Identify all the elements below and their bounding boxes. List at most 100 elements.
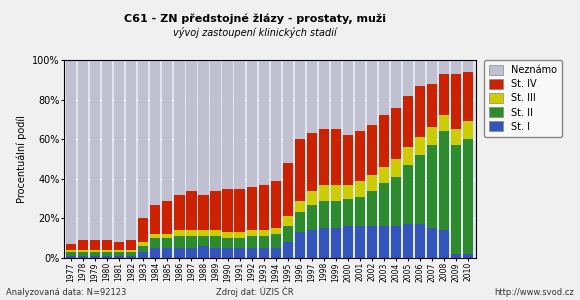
Bar [66, 252, 76, 256]
Bar [331, 129, 341, 185]
Bar [427, 228, 437, 258]
Bar [78, 250, 88, 252]
Bar [343, 185, 353, 199]
Bar [367, 226, 377, 258]
Bar [223, 232, 233, 238]
Bar [126, 256, 136, 258]
Bar [415, 155, 425, 224]
Bar [259, 230, 269, 236]
Bar [198, 60, 209, 195]
Bar [307, 133, 317, 191]
Bar [186, 236, 197, 248]
Bar [319, 129, 329, 185]
Bar [162, 234, 172, 238]
Bar [295, 212, 305, 232]
Bar [307, 205, 317, 230]
Bar [379, 183, 389, 226]
Bar [234, 232, 245, 238]
Bar [403, 147, 414, 165]
Bar [463, 122, 473, 139]
Bar [126, 240, 136, 250]
Bar [271, 181, 281, 228]
Bar [367, 125, 377, 175]
Bar [162, 248, 172, 258]
Bar [246, 248, 257, 258]
Bar [174, 236, 184, 248]
Bar [415, 60, 425, 86]
Bar [355, 181, 365, 197]
Bar [355, 60, 365, 131]
Bar [138, 246, 148, 252]
Bar [126, 60, 136, 240]
Bar [211, 236, 220, 248]
Bar [198, 246, 209, 258]
Bar [451, 254, 462, 258]
Bar [295, 201, 305, 212]
Bar [282, 216, 293, 226]
Bar [282, 163, 293, 216]
Bar [271, 234, 281, 248]
Bar [259, 236, 269, 248]
Bar [78, 240, 88, 250]
Bar [102, 250, 113, 252]
Bar [259, 185, 269, 230]
Bar [174, 230, 184, 236]
Bar [271, 60, 281, 181]
Bar [223, 189, 233, 232]
Bar [114, 60, 124, 242]
Bar [90, 256, 100, 258]
Bar [319, 185, 329, 201]
Bar [102, 60, 113, 240]
Bar [150, 248, 161, 258]
Bar [343, 199, 353, 226]
Bar [427, 127, 437, 145]
Bar [403, 60, 414, 96]
Bar [150, 205, 161, 234]
Text: vývoj zastoupení klinických stadií: vývoj zastoupení klinických stadií [173, 27, 337, 38]
Bar [439, 131, 450, 230]
Bar [186, 230, 197, 236]
Bar [355, 226, 365, 258]
Bar [331, 60, 341, 129]
Bar [223, 248, 233, 258]
Bar [66, 256, 76, 258]
Bar [343, 226, 353, 258]
Bar [102, 256, 113, 258]
Bar [403, 224, 414, 258]
Bar [415, 137, 425, 155]
Bar [234, 60, 245, 189]
Bar [198, 236, 209, 246]
Bar [114, 250, 124, 252]
Bar [427, 60, 437, 84]
Bar [427, 84, 437, 127]
Bar [138, 60, 148, 218]
Text: Analyzovaná data: N=92123: Analyzovaná data: N=92123 [6, 288, 126, 297]
Bar [211, 191, 220, 230]
Bar [186, 191, 197, 230]
Bar [211, 60, 220, 191]
Bar [451, 60, 462, 74]
Bar [379, 60, 389, 116]
Bar [198, 195, 209, 230]
Bar [355, 131, 365, 181]
Bar [246, 187, 257, 230]
Bar [186, 60, 197, 191]
Bar [391, 226, 401, 258]
Bar [78, 60, 88, 240]
Bar [162, 60, 172, 201]
Bar [78, 256, 88, 258]
Bar [282, 242, 293, 258]
Bar [319, 60, 329, 129]
Bar [162, 238, 172, 248]
Bar [234, 189, 245, 232]
Bar [90, 250, 100, 252]
Bar [271, 248, 281, 258]
Bar [367, 191, 377, 226]
Bar [114, 242, 124, 250]
Bar [439, 74, 450, 116]
Bar [379, 116, 389, 167]
Text: http://www.svod.cz: http://www.svod.cz [494, 288, 574, 297]
Text: Zdroj dat: ÚZIS ČR: Zdroj dat: ÚZIS ČR [216, 286, 294, 297]
Bar [331, 228, 341, 258]
Bar [102, 240, 113, 250]
